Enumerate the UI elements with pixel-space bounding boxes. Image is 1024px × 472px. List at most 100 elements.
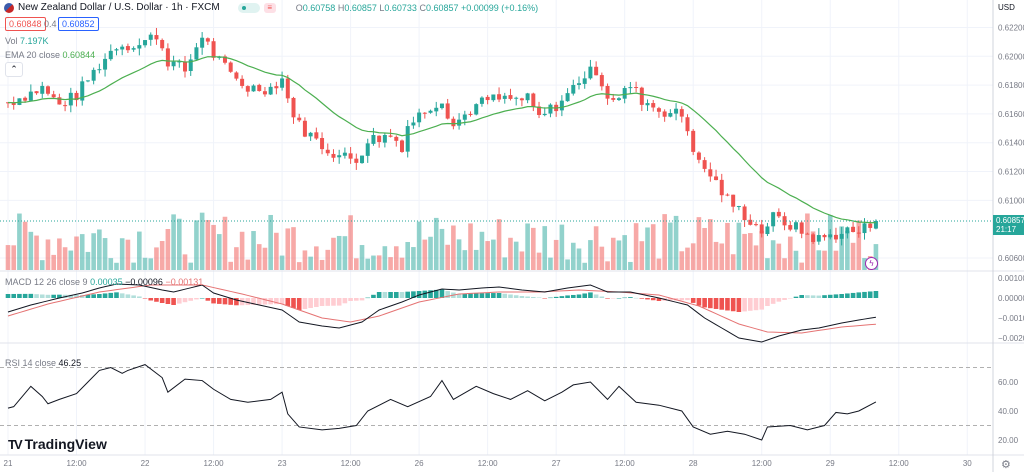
candle-body [314, 132, 319, 139]
macd-histogram-bar [342, 298, 348, 304]
macd-histogram-bar [114, 292, 119, 298]
currency-label[interactable]: USD [998, 3, 1015, 12]
ema-legend[interactable]: EMA 20 close 0.60844 [5, 50, 96, 60]
candle-body [365, 143, 370, 156]
candle-body [714, 176, 719, 181]
macd-histogram-bar [382, 292, 388, 298]
volume-bar [17, 213, 22, 270]
volume-bar [708, 219, 713, 270]
candle-body [211, 41, 216, 58]
macd-histogram-bar [576, 294, 582, 298]
volume-bar [74, 236, 79, 270]
volume-bar [816, 250, 822, 270]
menu-icon[interactable]: ≡ [263, 2, 276, 13]
volume-legend[interactable]: Vol 7.197K [5, 36, 49, 46]
candle-body [63, 105, 68, 107]
macd-histogram-bar [296, 298, 302, 310]
symbol-title[interactable]: New Zealand Dollar / U.S. Dollar · 1h · … [18, 2, 220, 13]
macd-histogram-bar [593, 294, 599, 298]
lightning-icon[interactable]: ϟ [865, 257, 878, 270]
symbol-legend: New Zealand Dollar / U.S. Dollar · 1h · … [4, 2, 538, 13]
macd-histogram-bar [22, 293, 28, 298]
volume-bar [628, 261, 633, 270]
macd-histogram-bar [234, 298, 239, 306]
volume-bar [245, 259, 251, 270]
volume-bar [251, 231, 256, 270]
volume-bar [376, 255, 382, 270]
macd-histogram-bar [713, 298, 719, 309]
macd-histogram-bar [194, 298, 199, 300]
volume-bar [119, 238, 125, 270]
candle-body [742, 206, 747, 221]
candle-body [320, 138, 325, 150]
volume-bar [862, 258, 867, 270]
candle-body [291, 97, 296, 118]
volume-bar [348, 215, 353, 270]
volume-bar [388, 257, 393, 270]
volume-bar [142, 257, 148, 270]
macd-histogram-bar [685, 298, 690, 301]
volume-bar [833, 250, 839, 270]
candle-body [679, 109, 684, 117]
candle-body [668, 113, 673, 117]
volume-bar [753, 245, 759, 270]
tradingview-logo[interactable]: TV TradingView [8, 436, 107, 452]
volume-bar [302, 250, 308, 270]
macd-histogram-bar [782, 298, 787, 300]
chevron-up-icon[interactable]: ⌃ [5, 62, 23, 77]
macd-histogram-bar [679, 298, 685, 301]
candle-body [274, 86, 279, 89]
volume-bar [679, 251, 685, 270]
market-status-icon[interactable] [237, 2, 260, 13]
volume-bar [114, 262, 119, 270]
candle-body [371, 134, 376, 144]
buy-button[interactable]: 0.60852 [58, 17, 99, 31]
volume-bar [91, 233, 96, 270]
volume-bar [690, 243, 696, 270]
volume-bar [850, 242, 856, 270]
spread-value: 0.4 [44, 19, 57, 29]
candle-body [765, 226, 770, 235]
macd-histogram-bar [222, 298, 228, 305]
volume-bar [799, 262, 804, 270]
volume-bar [382, 246, 388, 270]
macd-histogram-bar [211, 298, 216, 304]
time-tick-label: 29 [826, 459, 835, 468]
macd-histogram-bar [108, 292, 114, 298]
candle-body [514, 97, 519, 99]
time-tick-label: 26 [415, 459, 424, 468]
volume-bar [787, 236, 793, 270]
candle-body [80, 81, 85, 101]
candle-body [519, 98, 524, 101]
candle-body [771, 212, 776, 227]
candle-body [645, 103, 650, 106]
volume-bar [525, 223, 530, 270]
candle-body [508, 95, 513, 99]
candle-body [582, 78, 587, 84]
candle-body [137, 45, 142, 49]
macd-histogram-bar [302, 298, 308, 309]
candle-body [97, 69, 102, 71]
macd-histogram-bar [725, 298, 730, 311]
volume-bar [513, 241, 519, 270]
candle-body [816, 235, 821, 242]
volume-bar [102, 238, 108, 270]
sell-button[interactable]: 0.60848 [5, 17, 46, 31]
macd-legend[interactable]: MACD 12 26 close 9 0.00035 −0.00096 −0.0… [5, 277, 204, 287]
rsi-legend[interactable]: RSI 14 close 46.25 [5, 358, 82, 368]
settings-gear-icon[interactable]: ⚙ [1001, 459, 1011, 471]
candle-body [445, 103, 450, 119]
candle-body [611, 98, 616, 100]
macd-histogram-bar [753, 298, 759, 311]
volume-bar [519, 251, 525, 270]
volume-bar [108, 258, 114, 270]
candle-body [360, 155, 365, 164]
volume-bar [11, 245, 17, 270]
macd-histogram-bar [570, 294, 576, 298]
candle-body [634, 87, 639, 89]
macd-histogram-bar [605, 298, 610, 299]
candle-body [325, 149, 330, 154]
candle-body [120, 46, 125, 50]
candle-body [285, 78, 290, 99]
